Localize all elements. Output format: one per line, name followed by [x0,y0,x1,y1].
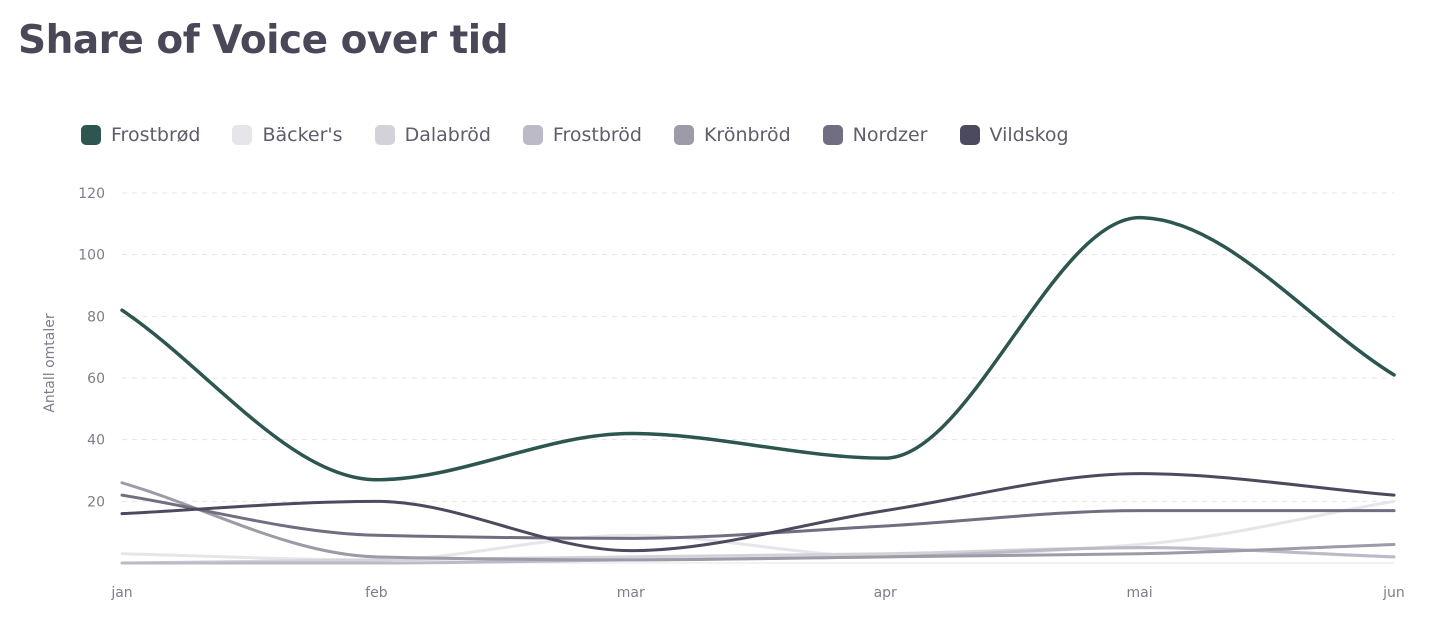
legend-swatch [959,125,980,145]
y-axis-ticks: 20 40 60 80 100 120 [78,186,105,510]
legend-item[interactable]: Vildskog [959,124,1069,146]
x-axis-ticks: jan feb mar apr mai jun [110,585,1404,601]
x-tick-label: mar [617,585,645,601]
grid-lines [122,192,1394,564]
y-tick-label: 120 [78,186,105,202]
x-tick-label: jan [110,585,132,601]
series-line-6[interactable] [120,472,1396,553]
x-tick-label: jun [1382,585,1405,601]
legend-item[interactable]: Frostbröd [522,124,642,146]
y-tick-label: 40 [87,433,105,449]
y-tick-label: 80 [87,309,105,325]
x-tick-label: feb [365,585,388,601]
legend-label: Frostbrød [111,124,201,146]
legend-swatch [374,125,395,145]
y-axis-label: Antall omtaler [42,313,58,413]
legend-swatch [522,125,543,145]
legend-label: Nordzer [852,124,928,146]
chart-title: Share of Voice over tid [18,18,509,63]
y-tick-label: 100 [78,248,105,264]
series-line-4[interactable] [120,481,1396,562]
legend-label: Dalabröd [404,124,491,146]
legend-item[interactable]: Nordzer [822,124,928,146]
legend-label: Bäcker's [262,124,343,146]
legend-item[interactable]: Bäcker's [232,124,343,146]
series-line-5[interactable] [120,493,1396,540]
legend-swatch [673,125,694,145]
y-tick-label: 60 [87,371,105,387]
chart-legend: Frostbrød Bäcker's Dalabröd Frostbröd Krönbr… [81,124,1101,146]
legend-label: Vildskog [989,124,1069,146]
series-line-0[interactable] [120,215,1396,482]
series-lines [120,215,1396,565]
x-tick-label: mai [1127,585,1153,601]
y-tick-label: 20 [87,494,105,510]
x-tick-label: apr [874,585,897,601]
legend-item[interactable]: Dalabröd [374,124,491,146]
legend-label: Krönbröd [703,124,791,146]
legend-item[interactable]: Frostbrød [81,124,200,146]
legend-swatch [232,125,253,145]
legend-swatch [81,125,101,145]
legend-item[interactable]: Krönbröd [673,124,791,146]
legend-swatch [822,125,843,145]
legend-label: Frostbröd [552,124,642,146]
